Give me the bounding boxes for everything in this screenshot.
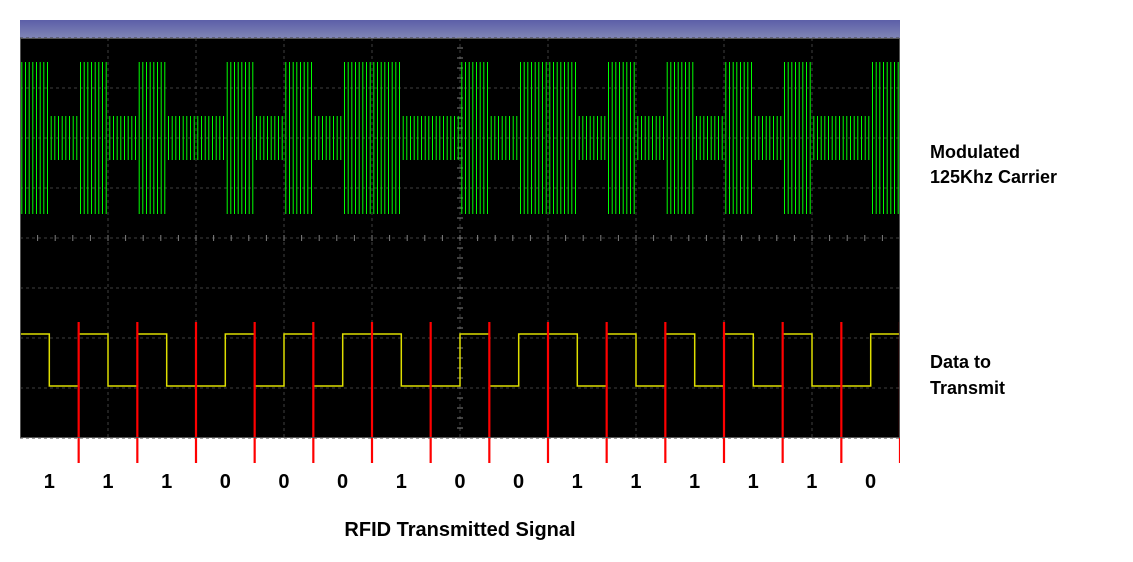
bit-value: 1: [783, 471, 842, 494]
bit-value: 1: [372, 471, 431, 494]
bit-value: 1: [548, 471, 607, 494]
bit-value: 1: [724, 471, 783, 494]
bit-value: 0: [196, 471, 255, 494]
bit-value: 0: [841, 471, 900, 494]
figure-caption: RFID Transmitted Signal: [20, 519, 900, 542]
bit-value: 1: [607, 471, 666, 494]
side-labels: Modulated 125Khz Carrier Data to Transmi…: [930, 20, 1057, 401]
bit-value: 1: [665, 471, 724, 494]
bit-value: 0: [489, 471, 548, 494]
bit-value: 1: [79, 471, 138, 494]
bit-value: 0: [313, 471, 372, 494]
bit-value: 0: [431, 471, 490, 494]
carrier-label: Modulated 125Khz Carrier: [930, 140, 1057, 190]
data-label: Data to Transmit: [930, 350, 1057, 400]
bit-value-row: 111000100111110: [20, 471, 900, 494]
data-label-line2: Transmit: [930, 376, 1057, 401]
bit-value: 0: [255, 471, 314, 494]
carrier-label-line2: 125Khz Carrier: [930, 165, 1057, 190]
carrier-label-line1: Modulated: [930, 140, 1057, 165]
bit-value: 1: [137, 471, 196, 494]
bit-value: 1: [20, 471, 79, 494]
oscilloscope-panel: 111000100111110 RFID Transmitted Signal: [20, 20, 900, 542]
data-label-line1: Data to: [930, 350, 1057, 375]
oscilloscope-svg: [20, 20, 900, 463]
